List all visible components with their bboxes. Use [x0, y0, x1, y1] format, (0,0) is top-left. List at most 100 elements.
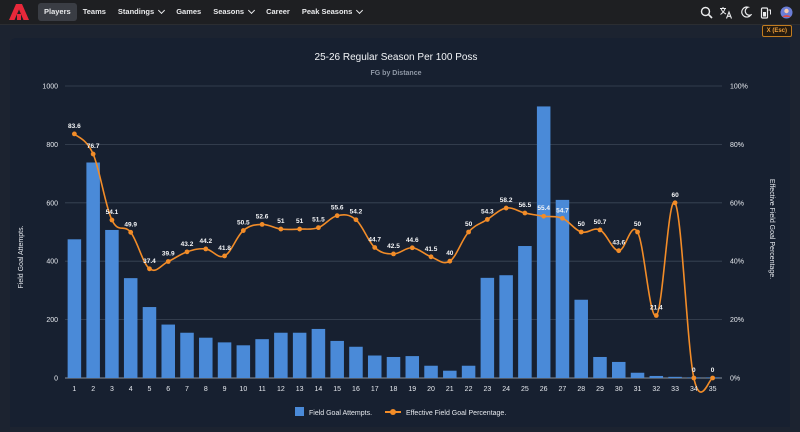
legend-label-bars[interactable]: Field Goal Attempts.	[309, 410, 372, 417]
efg-point[interactable]	[222, 253, 227, 259]
efg-point[interactable]	[672, 200, 678, 206]
efg-point[interactable]	[560, 215, 565, 221]
fga-bar[interactable]	[405, 356, 420, 378]
fga-bar[interactable]	[649, 375, 664, 378]
dark-mode-icon[interactable]	[738, 4, 754, 20]
efg-data-label: 37.4	[143, 258, 156, 265]
efg-data-label: 40	[446, 250, 454, 257]
efg-point[interactable]	[447, 258, 453, 264]
fga-bar[interactable]	[349, 346, 363, 378]
fga-bar[interactable]	[668, 376, 682, 378]
efg-data-label: 83.6	[68, 123, 81, 130]
efg-point[interactable]	[184, 249, 190, 255]
y-tick-label-right: 60%	[730, 200, 744, 207]
efg-point[interactable]	[635, 229, 640, 235]
efg-point[interactable]	[409, 245, 415, 251]
efg-point[interactable]	[541, 213, 547, 219]
fga-bar[interactable]	[499, 275, 513, 378]
efg-point[interactable]	[316, 225, 321, 231]
x-tick-label: 20	[427, 386, 435, 393]
fga-bar[interactable]	[105, 229, 119, 378]
fga-bar[interactable]	[123, 278, 138, 378]
fga-bar[interactable]	[630, 372, 645, 378]
fga-bar[interactable]	[555, 199, 570, 378]
y-tick-label-left: 800	[46, 142, 58, 149]
app-logo[interactable]	[8, 3, 30, 21]
efg-point[interactable]	[165, 259, 171, 264]
efg-point[interactable]	[597, 227, 603, 233]
nav-item-label: Standings	[117, 7, 155, 16]
efg-point[interactable]	[297, 226, 303, 232]
fga-bar[interactable]	[330, 340, 344, 378]
efg-point[interactable]	[71, 131, 77, 137]
efg-point[interactable]	[203, 246, 209, 252]
x-tick-label: 7	[185, 386, 189, 393]
efg-point[interactable]	[428, 254, 434, 260]
avatar[interactable]	[778, 4, 794, 20]
efg-data-label: 39.9	[162, 250, 175, 257]
fga-bar[interactable]	[236, 345, 251, 378]
efg-point[interactable]	[353, 217, 359, 223]
fga-bar[interactable]	[367, 355, 382, 378]
x-tick-label: 14	[315, 386, 323, 393]
fga-bar[interactable]	[311, 328, 326, 378]
efg-point[interactable]	[484, 217, 490, 222]
x-tick-label: 27	[559, 386, 567, 393]
fga-bar[interactable]	[443, 370, 457, 378]
fga-bar[interactable]	[386, 356, 401, 378]
fga-bar[interactable]	[199, 337, 213, 378]
efg-point[interactable]	[691, 375, 697, 381]
efg-point[interactable]	[710, 375, 716, 381]
fga-bar[interactable]	[292, 332, 307, 378]
efg-point[interactable]	[372, 245, 378, 250]
nav-item-peak-seasons[interactable]: Peak Seasons	[296, 3, 368, 21]
fga-bar[interactable]	[274, 332, 288, 378]
efg-point[interactable]	[391, 251, 396, 257]
fga-bar[interactable]	[67, 239, 82, 378]
fga-bar[interactable]	[461, 365, 476, 378]
efg-point[interactable]	[128, 229, 134, 235]
efg-point[interactable]	[653, 313, 659, 318]
fga-bar[interactable]	[180, 332, 194, 378]
nav-item-standings[interactable]: Standings	[112, 3, 170, 21]
fga-bar[interactable]	[536, 106, 551, 378]
efg-point[interactable]	[240, 228, 246, 233]
nav-item-label: Games	[176, 7, 202, 16]
efg-point[interactable]	[466, 229, 471, 235]
efg-point[interactable]	[278, 226, 284, 232]
efg-point[interactable]	[503, 205, 509, 211]
efg-point[interactable]	[522, 210, 528, 216]
efg-data-label: 51.5	[312, 217, 325, 224]
efg-point[interactable]	[147, 266, 152, 272]
fga-bar[interactable]	[480, 277, 495, 378]
fga-bar[interactable]	[161, 324, 176, 378]
x-tick-label: 35	[709, 386, 717, 393]
fga-bar[interactable]	[574, 299, 588, 378]
close-esc-button[interactable]: X (Esc)	[761, 25, 792, 37]
legend-label-line[interactable]: Effective Field Goal Percentage.	[406, 410, 506, 417]
nav-item-teams[interactable]: Teams	[77, 3, 112, 21]
search-icon[interactable]	[698, 4, 714, 20]
nav-item-career[interactable]: Career	[260, 3, 296, 21]
efg-point[interactable]	[616, 248, 622, 254]
nav-item-seasons[interactable]: Seasons	[207, 3, 260, 21]
efg-point[interactable]	[259, 222, 265, 227]
fga-bar[interactable]	[255, 339, 269, 378]
translate-icon[interactable]	[718, 4, 734, 20]
efg-data-label: 51	[277, 218, 285, 225]
chart-title: 25-26 Regular Season Per 100 Poss	[315, 52, 478, 63]
fga-bar[interactable]	[217, 342, 232, 378]
fga-bar[interactable]	[86, 162, 100, 378]
fga-bar[interactable]	[424, 365, 438, 378]
efg-point[interactable]	[90, 151, 96, 157]
nav-item-games[interactable]: Games	[170, 3, 207, 21]
efg-point[interactable]	[578, 229, 584, 235]
fga-bar[interactable]	[142, 307, 157, 378]
nav-item-players[interactable]: Players	[38, 3, 77, 21]
fga-bar[interactable]	[518, 246, 532, 378]
fga-bar[interactable]	[611, 361, 626, 378]
efg-point[interactable]	[109, 217, 115, 223]
battery-icon[interactable]	[758, 4, 774, 20]
fga-bar[interactable]	[593, 356, 607, 378]
efg-point[interactable]	[334, 213, 340, 219]
